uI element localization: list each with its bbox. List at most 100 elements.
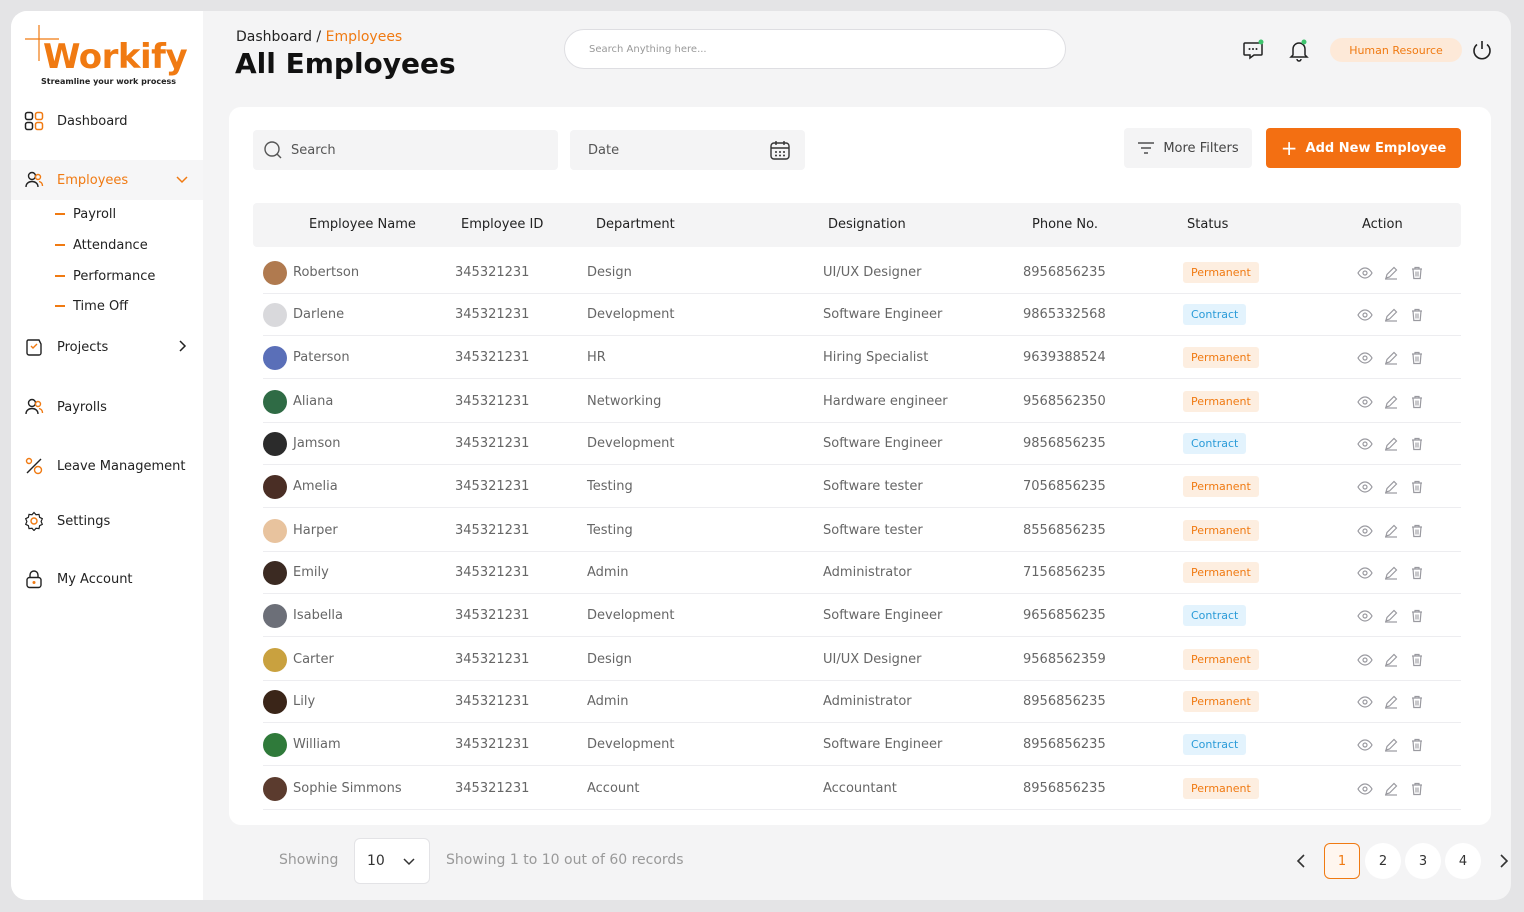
edit-icon[interactable] [1382,736,1400,754]
sidebar-item-label: Projects [57,339,109,355]
prev-page-button[interactable] [1289,849,1313,873]
add-new-employee-button[interactable]: + Add New Employee [1266,128,1461,168]
view-icon[interactable] [1356,478,1374,496]
delete-icon[interactable] [1408,651,1426,669]
employee-name[interactable]: Isabella [293,608,344,623]
employee-id: 345321231 [455,565,530,580]
delete-icon[interactable] [1408,478,1426,496]
edit-icon[interactable] [1382,435,1400,453]
delete-icon[interactable] [1408,349,1426,367]
employee-name[interactable]: Carter [293,652,334,667]
employee-name[interactable]: Jamson [293,436,341,451]
employee-id: 345321231 [455,781,530,796]
view-icon[interactable] [1356,435,1374,453]
global-search-input[interactable] [589,43,1065,55]
power-icon[interactable] [1469,37,1495,63]
edit-icon[interactable] [1382,564,1400,582]
bell-icon[interactable] [1286,37,1312,63]
department: Testing [587,523,633,538]
view-icon[interactable] [1356,693,1374,711]
page-title: All Employees [235,47,456,80]
sidebar-item-my-account[interactable]: My Account [11,559,203,599]
department: Development [587,737,675,752]
page-button-1[interactable]: 1 [1324,843,1360,879]
view-icon[interactable] [1356,736,1374,754]
view-icon[interactable] [1356,651,1374,669]
delete-icon[interactable] [1408,435,1426,453]
sidebar-subitem-payroll[interactable]: Payroll [55,203,116,225]
sidebar-subitem-time-off[interactable]: Time Off [55,295,128,317]
sidebar-item-payrolls[interactable]: Payrolls [11,387,203,427]
view-icon[interactable] [1356,522,1374,540]
employee-name[interactable]: Robertson [293,265,360,280]
next-page-button[interactable] [1492,849,1511,873]
view-icon[interactable] [1356,780,1374,798]
edit-icon[interactable] [1382,607,1400,625]
sidebar-item-employees[interactable]: Employees [11,160,203,200]
sidebar-subitem-label: Attendance [73,237,148,253]
delete-icon[interactable] [1408,736,1426,754]
employee-name[interactable]: Harper [293,523,338,538]
view-icon[interactable] [1356,607,1374,625]
view-icon[interactable] [1356,349,1374,367]
edit-icon[interactable] [1382,780,1400,798]
date-input[interactable] [588,142,758,158]
global-search [564,29,1066,69]
table-row: Sophie Simmons 345321231 Account Accountant… [263,767,1461,810]
avatar [263,519,287,543]
per-page-select[interactable]: 10 [354,838,430,884]
view-icon[interactable] [1356,306,1374,324]
edit-icon[interactable] [1382,693,1400,711]
employee-name[interactable]: Aliana [293,394,334,409]
edit-icon[interactable] [1382,349,1400,367]
calendar-icon[interactable] [769,139,791,161]
delete-icon[interactable] [1408,693,1426,711]
edit-icon[interactable] [1382,264,1400,282]
more-filters-button[interactable]: More Filters [1124,128,1252,168]
employee-name[interactable]: Lily [293,694,316,709]
avatar [263,432,287,456]
view-icon[interactable] [1356,564,1374,582]
sidebar-item-dashboard[interactable]: Dashboard [11,101,203,141]
edit-icon[interactable] [1382,306,1400,324]
sidebar-item-label: Payrolls [57,399,107,415]
delete-icon[interactable] [1408,564,1426,582]
table-row: Aliana 345321231 Networking Hardware engine… [263,380,1461,423]
delete-icon[interactable] [1408,264,1426,282]
employee-name[interactable]: Sophie Simmons [293,781,402,796]
chat-icon[interactable] [1240,37,1266,63]
delete-icon[interactable] [1408,306,1426,324]
edit-icon[interactable] [1382,478,1400,496]
employee-name[interactable]: Paterson [293,350,350,365]
page-button-4[interactable]: 4 [1445,843,1481,879]
edit-icon[interactable] [1382,651,1400,669]
edit-icon[interactable] [1382,393,1400,411]
view-icon[interactable] [1356,264,1374,282]
delete-icon[interactable] [1408,393,1426,411]
sidebar-item-leave-management[interactable]: Leave Management [11,446,203,486]
delete-icon[interactable] [1408,607,1426,625]
breadcrumb-root[interactable]: Dashboard [236,29,312,45]
role-badge[interactable]: Human Resource [1330,38,1462,62]
phone-number: 9568562359 [1023,652,1106,667]
delete-icon[interactable] [1408,780,1426,798]
table-search-input[interactable] [291,142,461,158]
delete-icon[interactable] [1408,522,1426,540]
status-badge: Permanent [1183,391,1259,412]
table-header: Employee Name Employee ID Department Des… [253,203,1461,247]
sidebar-item-projects[interactable]: Projects [11,327,203,367]
employee-name[interactable]: Emily [293,565,329,580]
edit-icon[interactable] [1382,522,1400,540]
employee-name[interactable]: William [293,737,341,752]
sidebar-subitem-performance[interactable]: Performance [55,265,155,287]
showing-label: Showing [279,852,339,868]
sidebar-item-settings[interactable]: Settings [11,501,203,541]
employee-name[interactable]: Amelia [293,479,338,494]
page-button-3[interactable]: 3 [1405,843,1441,879]
page-button-2[interactable]: 2 [1365,843,1401,879]
view-icon[interactable] [1356,393,1374,411]
sidebar-subitem-attendance[interactable]: Attendance [55,234,148,256]
phone-number: 8956856235 [1023,781,1106,796]
designation: Hiring Specialist [823,350,929,365]
employee-name[interactable]: Darlene [293,307,345,322]
